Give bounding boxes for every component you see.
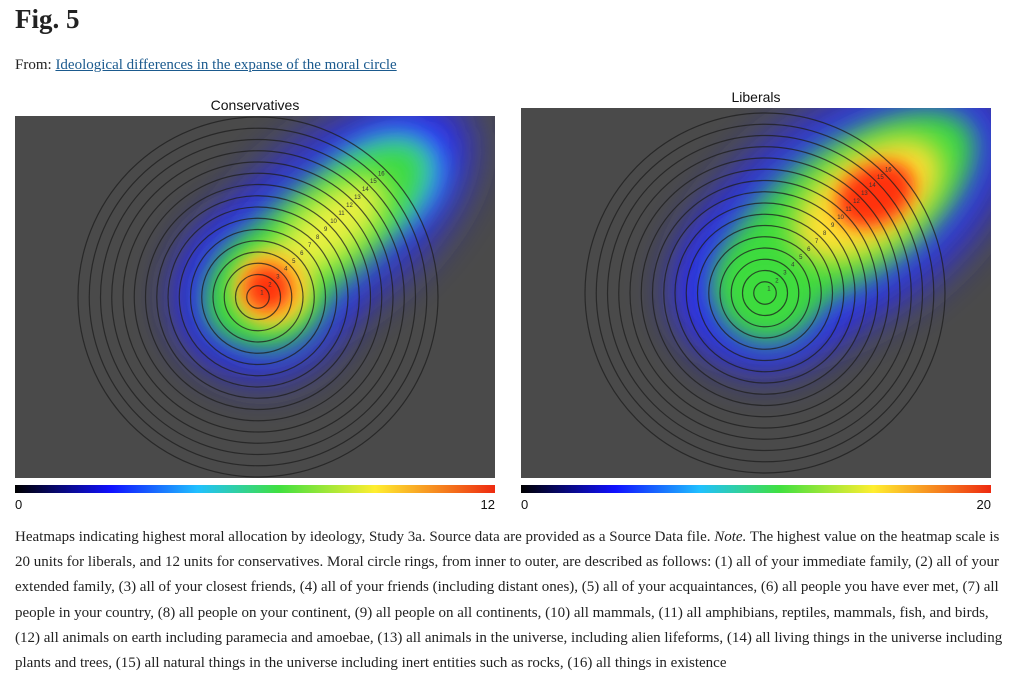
- ring-label: 8: [316, 235, 320, 241]
- ring-label: 10: [330, 219, 337, 225]
- moral-ring: [122, 161, 394, 433]
- figure-title: Fig. 5: [15, 4, 80, 34]
- ring-label: 9: [831, 223, 835, 229]
- moral-ring: [640, 168, 890, 418]
- moral-ring: [606, 134, 924, 452]
- ring-label: 10: [837, 215, 844, 221]
- caption-text: Heatmaps indicating highest moral alloca…: [15, 529, 715, 545]
- moral-ring: [696, 224, 834, 362]
- ring-label: 6: [300, 251, 304, 257]
- ring-label: 5: [799, 255, 803, 261]
- ring-label: 14: [362, 187, 369, 193]
- ring-label: 2: [775, 279, 779, 285]
- moral-ring: [730, 258, 800, 328]
- moral-ring: [111, 150, 405, 444]
- moral-ring: [223, 262, 293, 332]
- moral-ring: [212, 251, 304, 343]
- ring-label: 13: [354, 195, 361, 201]
- moral-ring: [618, 146, 912, 440]
- moral-ring: [741, 269, 789, 317]
- heat-blob: [272, 176, 388, 280]
- ring-label: 9: [324, 227, 328, 233]
- moral-ring: [685, 213, 845, 373]
- panel-title: Liberals: [731, 89, 780, 105]
- colorbar-max: 12: [481, 497, 495, 512]
- moral-ring: [629, 157, 901, 429]
- ring-label: 1: [260, 291, 264, 297]
- ring-label: 4: [284, 267, 288, 273]
- moral-ring: [246, 285, 270, 309]
- moral-ring: [753, 281, 777, 305]
- source-line: From: Ideological differences in the exp…: [15, 57, 397, 74]
- panel-title: Conservatives: [211, 97, 300, 113]
- ring-label: 12: [853, 199, 860, 205]
- ring-label: 15: [370, 179, 377, 185]
- moral-ring: [234, 273, 282, 321]
- moral-ring: [156, 195, 360, 399]
- colorbar: [15, 485, 495, 493]
- moral-ring: [99, 138, 417, 456]
- ring-label: 3: [783, 271, 787, 277]
- ring-label: 2: [268, 283, 272, 289]
- article-link[interactable]: Ideological differences in the expanse o…: [55, 57, 397, 73]
- moral-ring: [584, 112, 946, 474]
- caption: Heatmaps indicating highest moral alloca…: [15, 525, 1009, 676]
- ring-label: 7: [308, 243, 312, 249]
- ring-label: 1: [767, 287, 771, 293]
- ring-label: 14: [869, 183, 876, 189]
- moral-ring: [663, 191, 867, 395]
- ring-label: 11: [338, 211, 345, 217]
- colorbar-max: 20: [977, 497, 991, 512]
- ring-label: 15: [877, 175, 884, 181]
- moral-ring: [178, 217, 338, 377]
- moral-ring: [719, 247, 811, 339]
- ring-label: 11: [845, 207, 852, 213]
- ring-label: 16: [378, 171, 385, 177]
- ring-label: 6: [807, 247, 811, 253]
- colorbar-min: 0: [15, 497, 22, 512]
- ring-label: 5: [292, 259, 296, 265]
- moral-ring: [651, 179, 879, 407]
- caption-text: The highest value on the heatmap scale i…: [15, 529, 1003, 672]
- from-label: From:: [15, 57, 52, 73]
- caption-note: Note.: [714, 529, 747, 545]
- ring-label: 16: [885, 167, 892, 173]
- moral-ring: [708, 236, 822, 350]
- ring-label: 12: [346, 203, 353, 209]
- moral-ring: [133, 172, 383, 422]
- ring-label: 7: [815, 239, 819, 245]
- ring-label: 8: [823, 231, 827, 237]
- moral-ring: [674, 202, 856, 384]
- moral-ring: [88, 127, 428, 467]
- moral-ring: [77, 116, 439, 478]
- ring-label: 4: [791, 263, 795, 269]
- colorbar: [521, 485, 991, 493]
- moral-ring: [201, 240, 315, 354]
- moral-ring: [595, 123, 935, 463]
- moral-ring: [167, 206, 349, 388]
- moral-ring: [189, 228, 327, 366]
- moral-ring: [144, 183, 372, 411]
- ring-label: 13: [861, 191, 868, 197]
- colorbar-min: 0: [521, 497, 528, 512]
- ring-label: 3: [276, 275, 280, 281]
